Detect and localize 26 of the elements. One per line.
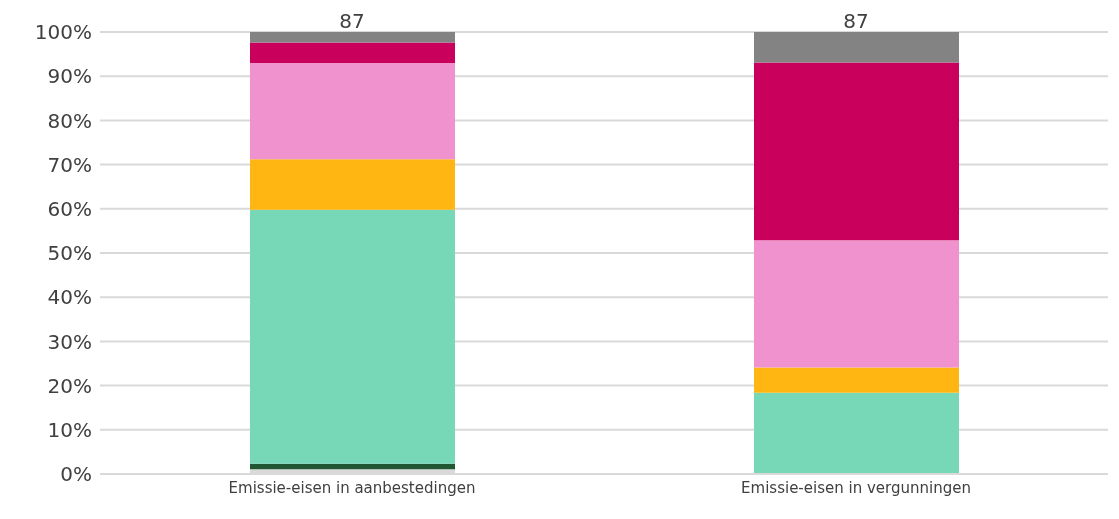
x-tick-label: Emissie-eisen in vergunningen	[741, 478, 971, 497]
bar	[754, 240, 959, 368]
bar	[250, 159, 455, 210]
y-tick-label: 10%	[47, 417, 92, 442]
annotation: 87	[843, 9, 869, 33]
y-tick-label: 100%	[34, 20, 92, 45]
bar	[754, 62, 959, 241]
y-tick-label: 20%	[47, 373, 92, 398]
annotation: 87	[339, 9, 365, 33]
bar	[250, 463, 455, 470]
y-tick-label: 40%	[47, 285, 92, 310]
y-tick-label: 50%	[47, 241, 92, 266]
y-tick-label: 30%	[47, 329, 92, 354]
y-tick-label: 90%	[47, 64, 92, 89]
bar	[250, 32, 455, 43]
bar	[754, 367, 959, 393]
y-tick-label: 80%	[47, 108, 92, 133]
x-tick-label: Emissie-eisen in aanbestedingen	[228, 478, 476, 497]
bar	[754, 32, 959, 63]
y-tick-label: 70%	[47, 152, 92, 177]
bar	[250, 62, 455, 160]
y-tick-label: 60%	[47, 196, 92, 221]
y-tick-label: 0%	[60, 462, 92, 487]
bar	[250, 209, 455, 464]
bar	[250, 42, 455, 63]
bar	[754, 392, 959, 474]
